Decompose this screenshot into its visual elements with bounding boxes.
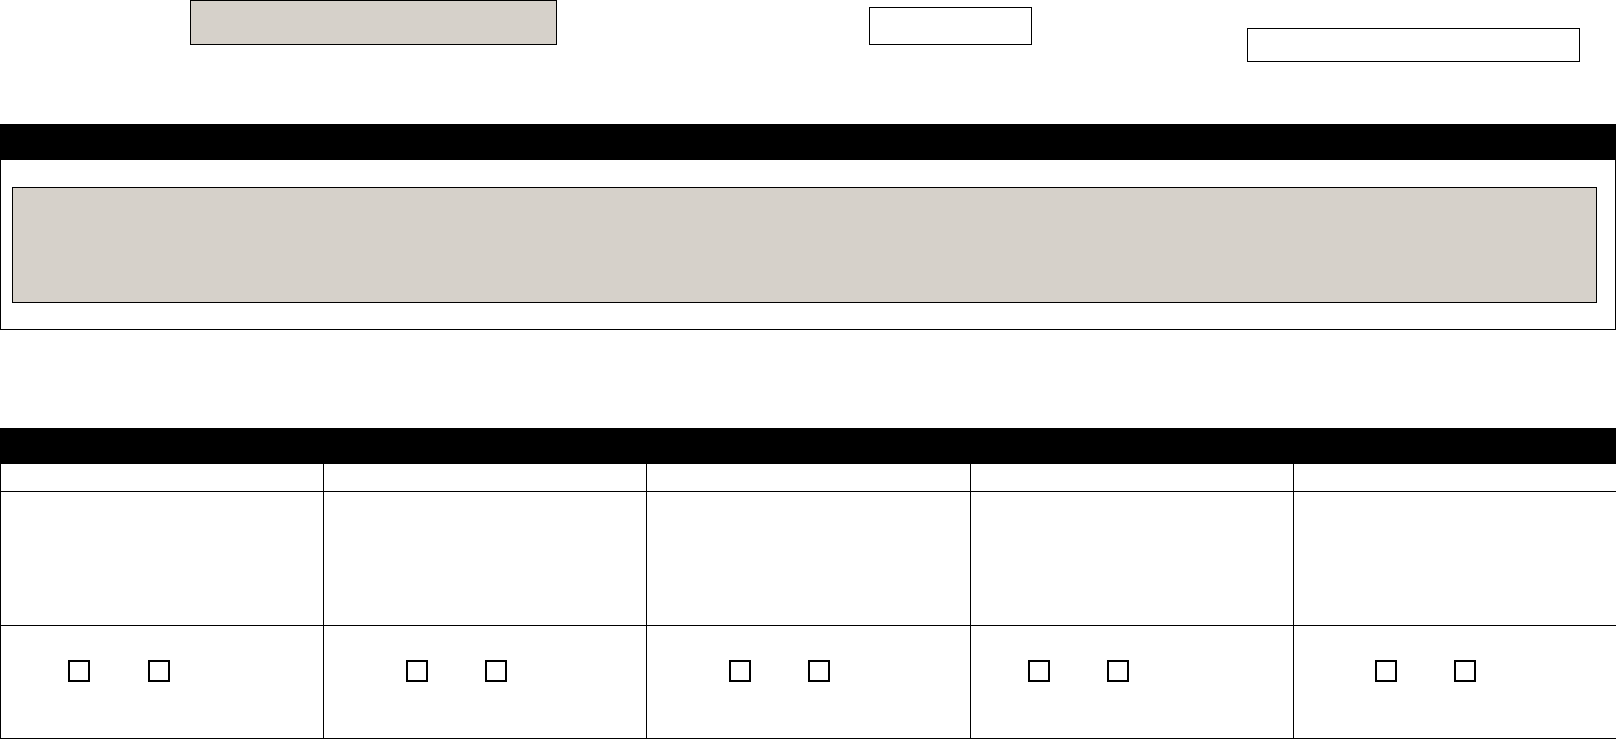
checkbox-row [647, 626, 971, 739]
checkbox-row [1294, 626, 1616, 739]
section-1-title-bar [0, 124, 1616, 160]
column-content-field[interactable] [971, 492, 1294, 626]
column-header [324, 464, 647, 492]
header-field-1[interactable] [190, 0, 557, 45]
column-header [1, 464, 324, 492]
section-2-title-bar [0, 428, 1616, 464]
checkbox[interactable] [406, 660, 428, 682]
checkbox[interactable] [148, 660, 170, 682]
checkbox-row [324, 626, 647, 739]
checkbox[interactable] [68, 660, 90, 682]
column-content-field[interactable] [1, 492, 324, 626]
column-header [971, 464, 1294, 492]
column-content-field[interactable] [324, 492, 647, 626]
checkbox[interactable] [808, 660, 830, 682]
checkbox[interactable] [1375, 660, 1397, 682]
checkbox-row [1, 626, 324, 739]
section-2-table [0, 464, 1616, 739]
header-field-3[interactable] [1247, 28, 1580, 62]
column-header [1294, 464, 1616, 492]
checkbox-row [971, 626, 1294, 739]
header-field-2[interactable] [869, 7, 1032, 45]
checkbox[interactable] [1454, 660, 1476, 682]
checkbox[interactable] [485, 660, 507, 682]
checkbox[interactable] [729, 660, 751, 682]
column-content-field[interactable] [647, 492, 971, 626]
column-header [647, 464, 971, 492]
section-1-text-area[interactable] [12, 187, 1597, 303]
column-content-field[interactable] [1294, 492, 1616, 626]
checkbox[interactable] [1028, 660, 1050, 682]
checkbox[interactable] [1107, 660, 1129, 682]
